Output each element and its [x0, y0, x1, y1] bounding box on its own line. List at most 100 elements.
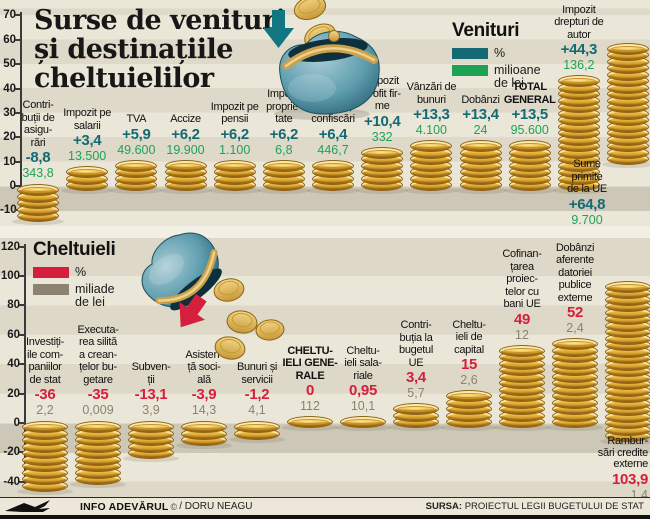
amount-swatch: [33, 284, 69, 295]
coin-face: [504, 347, 540, 353]
coin-face: [239, 424, 275, 429]
purse-out-illustration: [141, 232, 285, 360]
category-label: Cheltu- ieli sala- riale: [344, 344, 382, 382]
y-axis-tick: [19, 392, 24, 395]
coin: [459, 140, 502, 152]
y-axis-tick: [15, 136, 20, 139]
coin-face: [366, 149, 399, 155]
venituri-legend-title: Venituri: [452, 20, 520, 41]
coin-stack: [552, 75, 605, 194]
spilled-coins: [213, 278, 285, 360]
y-axis-tick: [15, 160, 20, 163]
coin-face: [218, 162, 251, 168]
y-axis-tick-label: 60: [3, 33, 16, 46]
coin-face: [562, 78, 595, 83]
coin: [393, 403, 439, 415]
coin-face: [557, 341, 593, 346]
y-axis-tick-label: 20: [7, 387, 20, 400]
amount-value: 14,3: [191, 403, 217, 417]
y-axis-tick-label: 60: [7, 328, 20, 341]
pct-value: +6,2: [269, 125, 299, 143]
amount-value: 5,7: [407, 386, 425, 400]
category-label-block: Dobânzi aferente datoriei publice extern…: [546, 242, 604, 336]
coin-face: [610, 283, 646, 289]
coin-stack: [602, 42, 650, 168]
amount-value: 19.900: [166, 142, 205, 157]
category-label-block: CHELTU- IELI GENE- RALE 0 112: [281, 345, 339, 414]
coin-stack: [356, 146, 409, 194]
category-label-block: Subven- ții -13,1 3,9: [122, 361, 180, 417]
coin-face: [186, 424, 222, 429]
category-label-block: TVA +5,9 49.600: [109, 113, 163, 157]
y-axis-tick: [19, 304, 24, 307]
pct-value: +5,9: [122, 125, 151, 143]
cheltuieli-chart: Cheltuieli % miliade de lei: [0, 232, 650, 501]
amount-value: 2,2: [36, 403, 54, 417]
coin-face: [27, 424, 63, 429]
coin-stack: [257, 159, 310, 194]
coin: [17, 184, 59, 196]
y-axis-tick: [15, 111, 20, 114]
coin: [22, 421, 68, 433]
y-axis-tick: [15, 14, 20, 17]
pct-value: +13,5: [511, 106, 548, 123]
y-axis-tick: [19, 480, 24, 483]
pct-value: +13,3: [413, 106, 450, 123]
coin: [607, 42, 650, 55]
coin: [66, 166, 109, 178]
cheltuieli-plot: 120 100 80 60 40 20 0 -20 -40 Investiți- ile com-…: [0, 232, 650, 501]
amount-value: 4.100: [415, 123, 447, 137]
pct-value: +6,2: [171, 125, 200, 143]
coin-stack: [159, 159, 212, 194]
y-axis-tick: [19, 451, 24, 454]
y-axis-tick-label: 40: [7, 358, 20, 371]
category-label: CHELTU- IELI GENE- RALE: [282, 344, 338, 382]
pct-value: -8,8: [25, 149, 51, 166]
coin: [234, 421, 280, 433]
category-label: Impozit drepturi de autor: [554, 3, 604, 41]
pct-value: -13,1: [134, 386, 168, 403]
coin: [115, 159, 158, 172]
y-axis: [20, 12, 22, 215]
purse-in-illustration: [264, 0, 380, 120]
y-axis-tick-label: 50: [3, 58, 16, 71]
source-text: PROIECTUL LEGII BUGETULUI DE STAT: [464, 501, 644, 512]
legend-row-pct: %: [33, 266, 116, 279]
category-label: Asisten- ță soci- ală: [185, 348, 223, 386]
legend-row-amount: miliade de lei: [33, 283, 116, 309]
category-label: Dobânzi aferente datoriei publice extern…: [555, 241, 595, 304]
pct-swatch: [33, 267, 69, 278]
coin-face: [133, 424, 169, 429]
category-label: Impozit pe salarii: [63, 107, 112, 132]
coin-stack: [307, 159, 360, 194]
purse-body: [141, 232, 222, 311]
amount-value: 2,4: [566, 321, 584, 335]
coin-face: [292, 419, 328, 424]
amount-value: 95.600: [510, 123, 549, 137]
y-axis-tick: [19, 333, 24, 336]
category-label: TOTAL GENERAL: [503, 81, 556, 106]
pct-value: +13,4: [462, 106, 499, 123]
venituri-plot: 70 60 50 40 30 20 10 0 -10 Contri- buții de asigu…: [0, 0, 650, 226]
pct-value: +6,4: [318, 125, 348, 143]
coin-stack: [110, 159, 163, 194]
coin-face: [80, 424, 116, 429]
amount-value: 0,009: [82, 403, 114, 417]
copyright-icon: ©: [170, 501, 178, 512]
coin-face: [120, 162, 153, 168]
y-axis-tick-label: 0: [9, 180, 16, 192]
y-axis-tick-label: 20: [3, 131, 16, 144]
pct-value: 3,4: [406, 369, 426, 386]
coin: [213, 159, 256, 172]
y-axis-tick-label: -10: [0, 204, 17, 217]
coin-face: [267, 162, 300, 168]
coin-stack: [600, 280, 650, 445]
pct-value: 15: [460, 356, 478, 373]
category-label: Contri- buția la bugetul UE: [399, 319, 433, 369]
y-axis-tick-label: 70: [3, 9, 16, 22]
source-label: SURSA:: [425, 501, 463, 512]
coin: [552, 338, 598, 350]
section-divider: [0, 226, 650, 238]
coin: [164, 159, 207, 172]
amount-value: 136,2: [563, 58, 595, 72]
